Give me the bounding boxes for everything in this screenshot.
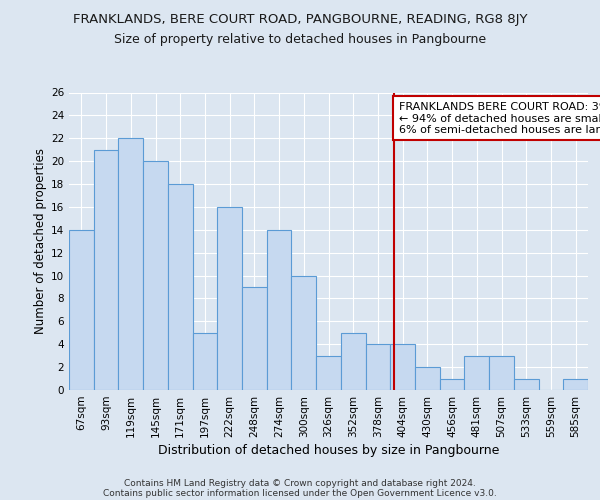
Bar	[440, 378, 464, 390]
Bar	[365, 344, 390, 390]
Y-axis label: Number of detached properties: Number of detached properties	[34, 148, 47, 334]
Bar	[563, 378, 588, 390]
Bar	[143, 161, 168, 390]
Text: Contains public sector information licensed under the Open Government Licence v3: Contains public sector information licen…	[103, 488, 497, 498]
Bar	[217, 207, 242, 390]
Bar	[390, 344, 415, 390]
Bar	[316, 356, 341, 390]
Bar	[267, 230, 292, 390]
Text: Contains HM Land Registry data © Crown copyright and database right 2024.: Contains HM Land Registry data © Crown c…	[124, 478, 476, 488]
Bar	[118, 138, 143, 390]
Bar	[168, 184, 193, 390]
Bar	[292, 276, 316, 390]
Bar	[415, 367, 440, 390]
Text: Size of property relative to detached houses in Pangbourne: Size of property relative to detached ho…	[114, 32, 486, 46]
Bar	[464, 356, 489, 390]
Bar	[94, 150, 118, 390]
Bar	[489, 356, 514, 390]
X-axis label: Distribution of detached houses by size in Pangbourne: Distribution of detached houses by size …	[158, 444, 499, 457]
Text: FRANKLANDS BERE COURT ROAD: 395sqm
← 94% of detached houses are smaller (158)
6%: FRANKLANDS BERE COURT ROAD: 395sqm ← 94%…	[399, 102, 600, 135]
Text: FRANKLANDS, BERE COURT ROAD, PANGBOURNE, READING, RG8 8JY: FRANKLANDS, BERE COURT ROAD, PANGBOURNE,…	[73, 12, 527, 26]
Bar	[514, 378, 539, 390]
Bar	[242, 287, 267, 390]
Bar	[69, 230, 94, 390]
Bar	[193, 333, 217, 390]
Bar	[341, 333, 365, 390]
